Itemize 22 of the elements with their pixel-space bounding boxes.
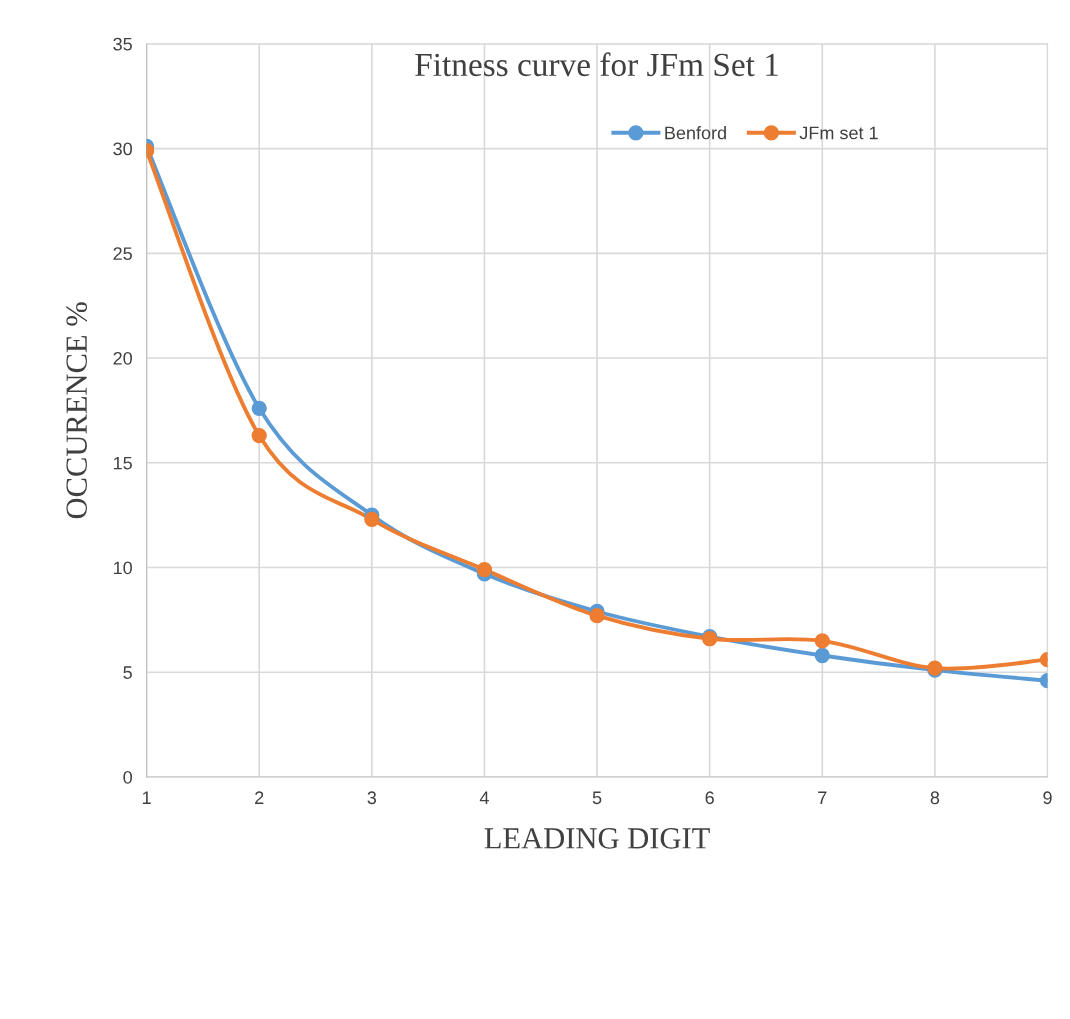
- y-tick-label: 0: [123, 770, 132, 784]
- x-tick-label: 7: [818, 791, 827, 804]
- x-tick-label: 9: [1043, 791, 1052, 805]
- y-tick-label: 25: [113, 247, 132, 261]
- legend-label: Benford: [665, 126, 726, 140]
- y-tick-label: 30: [113, 142, 132, 156]
- x-tick-label: 6: [705, 791, 714, 805]
- y-axis-title: OCCURENCE %: [66, 302, 88, 519]
- y-tick-label: 15: [114, 456, 132, 470]
- x-tick-label: 2: [255, 791, 264, 804]
- y-tick-label: 5: [123, 666, 132, 679]
- x-tick-label: 3: [367, 791, 377, 805]
- chart-title: Fitness curve for JFm Set 1: [415, 52, 778, 77]
- x-axis-title: LEADING DIGIT: [484, 828, 710, 849]
- y-tick-label: 10: [114, 561, 132, 575]
- x-tick-label: 8: [930, 791, 940, 805]
- x-tick-label: 5: [592, 791, 602, 805]
- y-tick-label: 20: [113, 351, 132, 365]
- x-tick-label: 1: [142, 791, 151, 804]
- legend-label: JFm set 1: [799, 126, 878, 140]
- y-tick-label: 35: [113, 37, 132, 51]
- x-tick-label: 4: [479, 791, 489, 804]
